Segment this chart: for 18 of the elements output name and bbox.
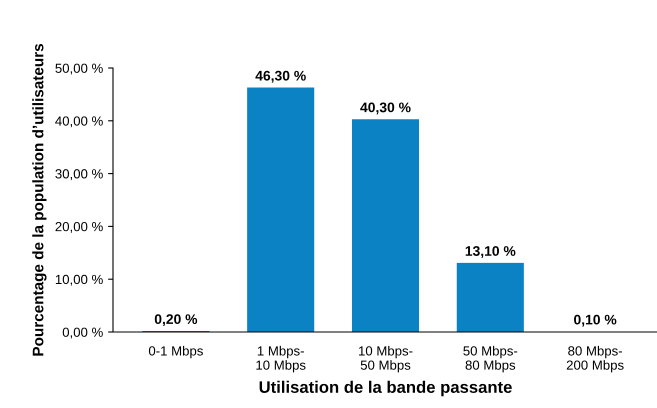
y-tick-label: 10,00 % [56, 274, 103, 286]
data-label: 46,30 % [255, 70, 306, 83]
x-tick-label: 50 Mbps- 80 Mbps [463, 346, 518, 372]
data-label: 13,10 % [466, 246, 516, 258]
data-label: 40,30 % [360, 102, 411, 114]
y-tick-label: 40,00 % [55, 116, 103, 128]
y-tick-label: 0,00 % [62, 328, 103, 338]
x-axis-title: Utilisation de la bande passante [260, 380, 512, 396]
y-tick-label: 20,00 % [56, 222, 103, 233]
y-tick-label: 30,00 % [55, 169, 103, 180]
x-tick-label: 10 Mbps- 50 Mbps [359, 346, 412, 372]
data-label: 0,20 % [154, 314, 198, 326]
data-label: 0,10 % [574, 314, 616, 327]
x-tick-label: 1 Mbps- 10 Mbps [256, 346, 306, 372]
x-tick-label: 80 Mbps- 200 Mbps [566, 346, 624, 372]
y-axis-title: Pourcentage de la population d’utilisateurs [32, 44, 47, 356]
x-tick-label: 0-1 Mbps [148, 346, 203, 358]
y-tick-label: 50,00 % [55, 64, 103, 74]
